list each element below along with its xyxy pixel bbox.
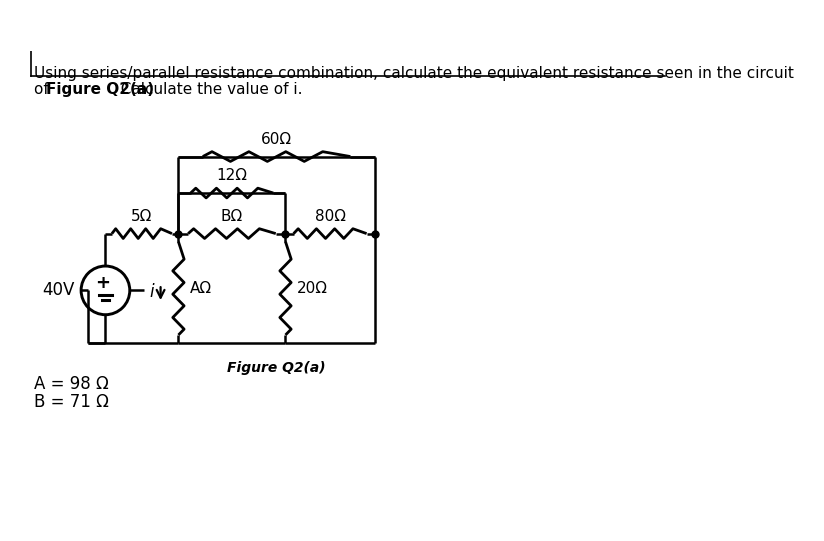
Text: 80Ω: 80Ω bbox=[315, 209, 345, 224]
Text: of: of bbox=[34, 82, 54, 97]
Text: i: i bbox=[149, 283, 154, 301]
Text: 60Ω: 60Ω bbox=[261, 132, 293, 147]
Text: . Calculate the value of i.: . Calculate the value of i. bbox=[111, 82, 302, 97]
Text: BΩ: BΩ bbox=[221, 209, 243, 224]
Text: A = 98 Ω: A = 98 Ω bbox=[34, 375, 109, 393]
Text: B = 71 Ω: B = 71 Ω bbox=[34, 393, 109, 411]
Text: Figure Q2(a): Figure Q2(a) bbox=[46, 82, 154, 97]
Text: AΩ: AΩ bbox=[190, 281, 212, 296]
Text: 12Ω: 12Ω bbox=[217, 168, 247, 183]
Text: 20Ω: 20Ω bbox=[297, 281, 328, 296]
Text: 40V: 40V bbox=[42, 281, 75, 299]
Text: Using series/parallel resistance combination, calculate the equivalent resistanc: Using series/parallel resistance combina… bbox=[34, 65, 794, 81]
Text: Figure Q2(a): Figure Q2(a) bbox=[227, 361, 325, 375]
Text: +: + bbox=[95, 274, 110, 292]
Text: 5Ω: 5Ω bbox=[131, 209, 152, 224]
